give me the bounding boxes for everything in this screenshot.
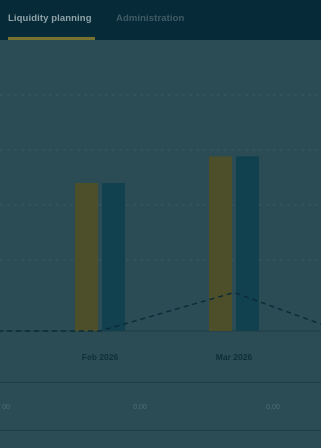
top-navigation-bar: Liquidity planning Administration bbox=[0, 0, 321, 40]
tab-liquidity-planning[interactable]: Liquidity planning bbox=[8, 13, 92, 24]
table-value-cell: 0,00 bbox=[133, 404, 147, 411]
tab-administration[interactable]: Administration bbox=[116, 13, 185, 24]
balance-trend-line bbox=[0, 291, 321, 332]
x-tick-label-mar-2026: Mar 2026 bbox=[215, 352, 253, 362]
bar-feb-2026-series-2[interactable] bbox=[102, 183, 125, 331]
table-value-cell: 00 bbox=[2, 404, 10, 411]
active-tab-indicator bbox=[8, 37, 95, 40]
bar-feb-2026-series-1[interactable] bbox=[75, 183, 98, 331]
table-divider-bottom bbox=[0, 430, 321, 431]
bar-mar-2026-series-2[interactable] bbox=[236, 156, 259, 331]
liquidity-chart bbox=[0, 94, 321, 332]
bar-mar-2026-series-1[interactable] bbox=[209, 156, 232, 331]
x-tick-label-feb-2026: Feb 2026 bbox=[81, 352, 119, 362]
table-divider-top bbox=[0, 382, 321, 383]
table-value-cell: 0,00 bbox=[266, 404, 280, 411]
